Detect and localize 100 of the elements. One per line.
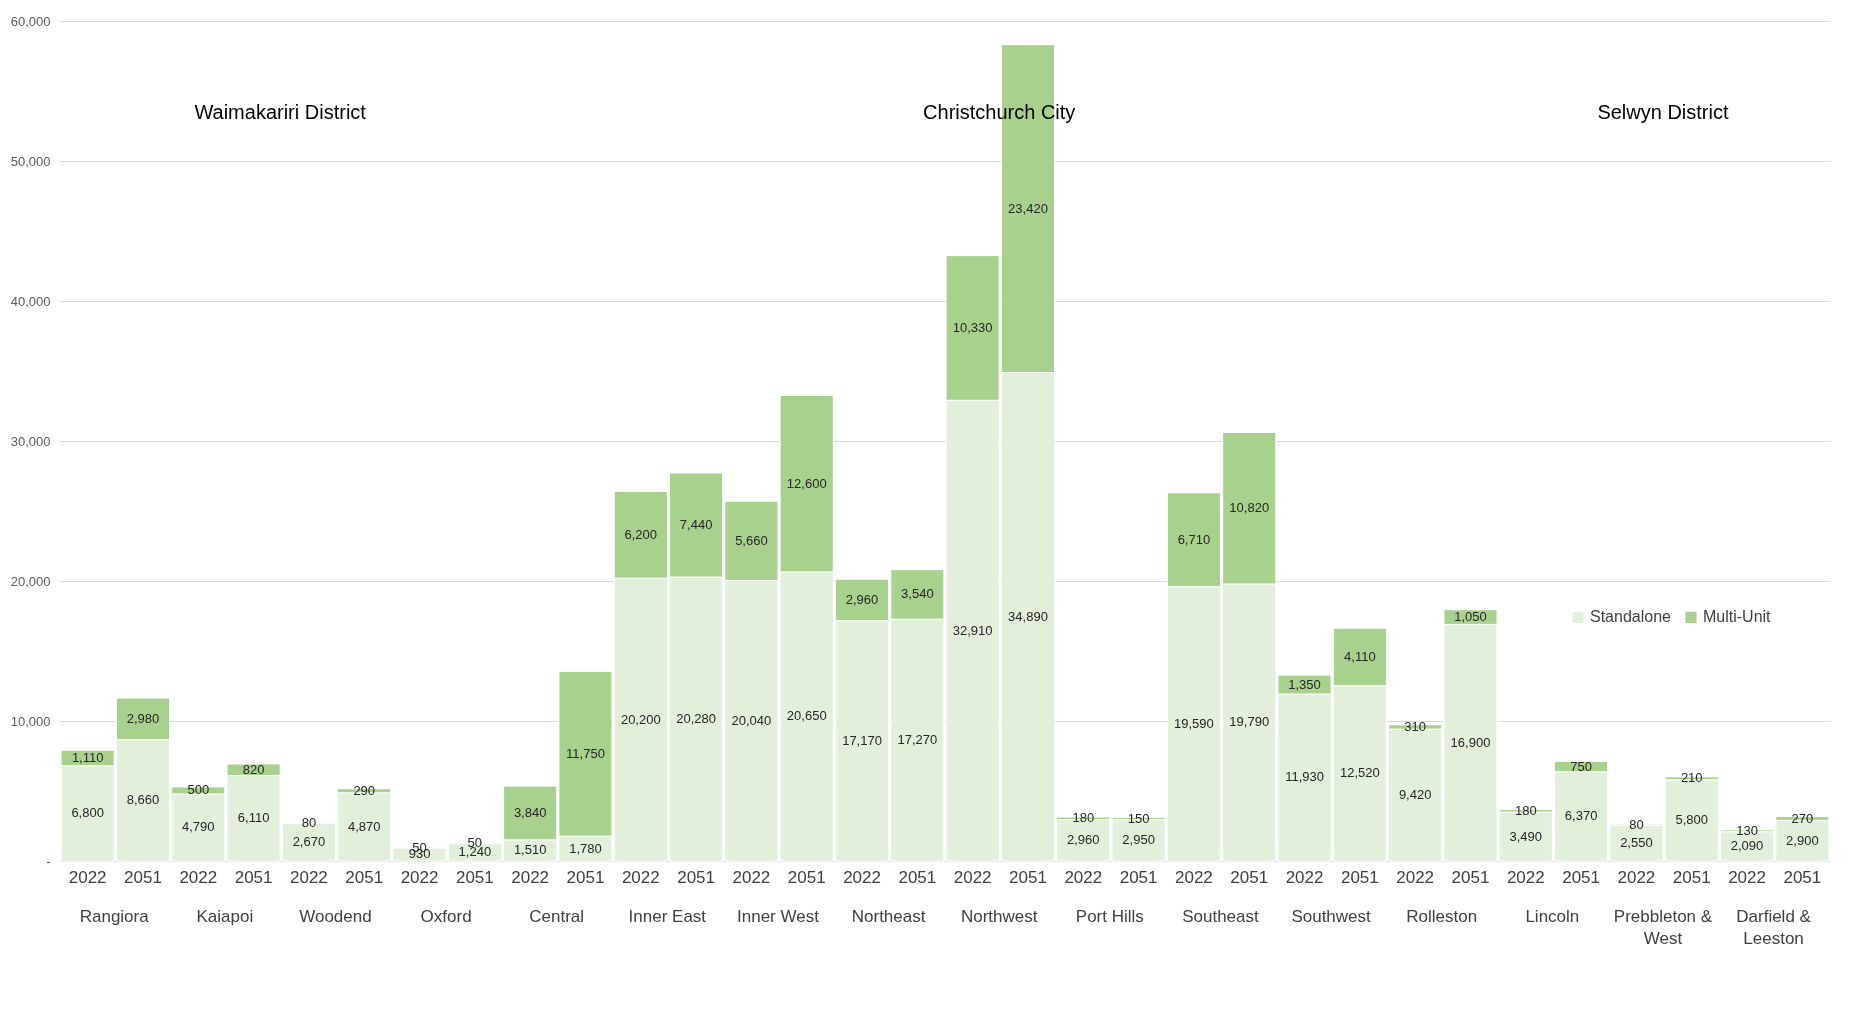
x-tick-label: 2051 bbox=[345, 867, 384, 887]
y-tick-label: 60,000 bbox=[10, 13, 51, 29]
data-label: 6,800 bbox=[71, 805, 104, 821]
text: Southwest bbox=[1291, 907, 1372, 926]
data-label: 11,930 bbox=[1285, 769, 1324, 785]
x-tick-label: 2051 bbox=[566, 867, 605, 887]
x-tick-label: 2051 bbox=[124, 867, 162, 887]
x-tick-label: 2022 bbox=[1728, 867, 1766, 887]
data-label: 80 bbox=[1629, 816, 1644, 832]
y-tick-label: 20,000 bbox=[10, 573, 51, 589]
data-label: 3,490 bbox=[1509, 828, 1543, 844]
x-tick-label: 2022 bbox=[1506, 867, 1545, 887]
data-label: 8,660 bbox=[126, 792, 160, 808]
text: Darfield & Leeston bbox=[1736, 907, 1812, 948]
text: Northeast bbox=[851, 907, 926, 926]
data-label: 1,110 bbox=[71, 750, 104, 766]
x-tick-label: 2022 bbox=[289, 867, 328, 887]
data-label: 12,520 bbox=[1339, 765, 1380, 781]
data-label: 10,820 bbox=[1229, 500, 1270, 516]
data-label: 1,350 bbox=[1288, 676, 1321, 692]
text: Woodend bbox=[299, 907, 372, 926]
data-label: 2,670 bbox=[292, 834, 326, 850]
x-tick-label: 2051 bbox=[898, 867, 937, 887]
text: Southeast bbox=[1182, 907, 1260, 926]
data-label: 20,280 bbox=[676, 711, 716, 727]
text: Prebbleton & West bbox=[1613, 907, 1713, 948]
x-tick-label: 2051 bbox=[1119, 867, 1158, 887]
y-tick-label: 30,000 bbox=[10, 433, 51, 449]
data-label: 16,900 bbox=[1450, 734, 1491, 750]
x-tick-label: 2051 bbox=[234, 867, 273, 887]
y-tick-label: 50,000 bbox=[10, 153, 51, 169]
annotation: Christchurch City bbox=[923, 101, 1076, 124]
data-label: 4,870 bbox=[347, 818, 381, 834]
data-label: 6,200 bbox=[624, 526, 658, 542]
x-tick-label: 2051 bbox=[787, 867, 826, 887]
legend-label: Standalone bbox=[1590, 608, 1672, 626]
x-tick-label: 2022 bbox=[953, 867, 992, 887]
data-label: 130 bbox=[1736, 822, 1758, 838]
x-tick-label: 2051 bbox=[1672, 867, 1711, 887]
x-tick-label: 2051 bbox=[1230, 867, 1269, 887]
data-label: 6,370 bbox=[1564, 808, 1598, 824]
text: Kaiapoi bbox=[196, 907, 254, 926]
data-label: 1,780 bbox=[569, 840, 602, 856]
legend-label: Multi-Unit bbox=[1703, 608, 1772, 626]
x-tick-label: 2022 bbox=[732, 867, 771, 887]
x-tick-label: 2022 bbox=[511, 867, 550, 887]
text: Northwest bbox=[960, 907, 1038, 926]
x-tick-label: 2022 bbox=[843, 867, 881, 887]
y-tick-label: 10,000 bbox=[10, 713, 51, 729]
data-label: 4,110 bbox=[1344, 648, 1376, 664]
data-label: 12,600 bbox=[786, 475, 827, 491]
data-label: 7,440 bbox=[679, 517, 713, 532]
x-tick-label: 2051 bbox=[1562, 867, 1601, 887]
y-tick-label: 40,000 bbox=[10, 293, 51, 309]
x-tick-label: 2022 bbox=[179, 867, 218, 887]
data-label: 80 bbox=[301, 815, 317, 831]
text: Oxford bbox=[420, 907, 472, 926]
data-label: 32,910 bbox=[952, 622, 993, 638]
x-tick-label: 2051 bbox=[677, 867, 716, 887]
data-label: 20,650 bbox=[786, 708, 827, 724]
data-label: 310 bbox=[1404, 718, 1427, 734]
data-label: 34,890 bbox=[1008, 608, 1048, 624]
text: Inner East bbox=[628, 907, 707, 926]
text: Rangiora bbox=[79, 907, 150, 926]
text: Central bbox=[529, 907, 585, 926]
data-label: 5,800 bbox=[1675, 812, 1708, 828]
data-label: 2,960 bbox=[845, 591, 879, 607]
x-tick-label: 2022 bbox=[1174, 867, 1213, 887]
data-label: 20,200 bbox=[620, 711, 661, 727]
data-label: 17,170 bbox=[842, 732, 882, 748]
text: Lincoln bbox=[1525, 907, 1580, 926]
data-label: 820 bbox=[242, 761, 265, 777]
text: Inner West bbox=[737, 907, 820, 926]
data-label: 11,750 bbox=[566, 745, 605, 761]
data-label: 1,510 bbox=[513, 842, 547, 858]
text: Rolleston bbox=[1406, 907, 1478, 926]
x-tick-label: 2022 bbox=[1396, 867, 1435, 887]
data-label: 6,110 bbox=[237, 810, 270, 826]
x-tick-label: 2022 bbox=[1617, 867, 1656, 887]
x-tick-label: 2051 bbox=[455, 867, 494, 887]
data-label: 2,090 bbox=[1730, 838, 1764, 854]
data-label: 2,900 bbox=[1786, 832, 1819, 848]
x-tick-label: 2022 bbox=[621, 867, 660, 887]
data-label: 2,950 bbox=[1122, 832, 1155, 848]
x-tick-label: 2051 bbox=[1783, 867, 1822, 887]
data-label: 23,420 bbox=[1008, 200, 1048, 216]
x-tick-label: 2022 bbox=[400, 867, 439, 887]
data-label: 1,050 bbox=[1454, 609, 1487, 625]
data-label: 2,960 bbox=[1067, 832, 1100, 848]
data-label: 6,710 bbox=[1177, 531, 1211, 547]
data-label: 270 bbox=[1791, 810, 1814, 826]
data-label: 4,790 bbox=[182, 819, 215, 835]
data-label: 180 bbox=[1514, 802, 1537, 818]
data-label: 180 bbox=[1072, 810, 1095, 826]
data-label: 10,330 bbox=[952, 319, 993, 335]
data-label: 150 bbox=[1127, 810, 1150, 826]
y-tick-label: - bbox=[46, 853, 51, 869]
data-label: 9,420 bbox=[1398, 787, 1432, 803]
data-label: 19,790 bbox=[1229, 714, 1270, 730]
x-tick-label: 2051 bbox=[1340, 867, 1379, 887]
